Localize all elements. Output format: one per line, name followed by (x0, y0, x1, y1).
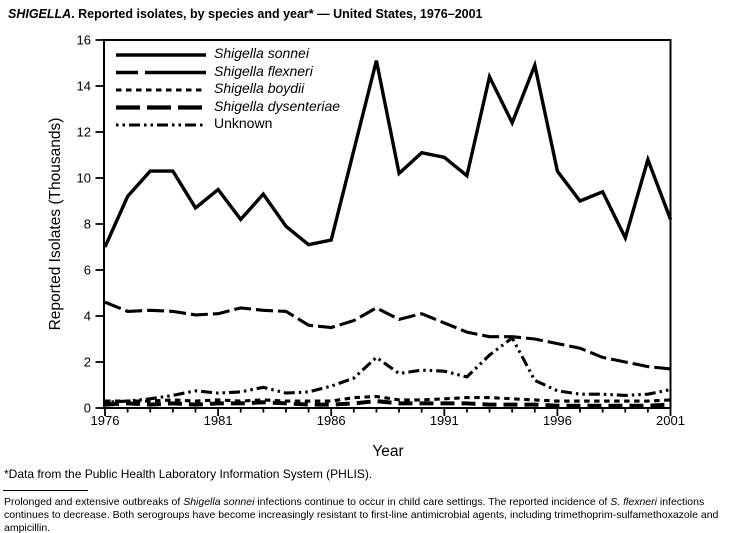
svg-text:12: 12 (77, 125, 91, 140)
svg-text:1981: 1981 (204, 413, 233, 428)
legend-swatches (116, 53, 206, 127)
svg-text:0: 0 (84, 401, 91, 416)
legend-label-unknown: Unknown (214, 115, 273, 131)
svg-text:1976: 1976 (91, 413, 120, 428)
axis-tick-labels: 1976 1981 1986 1991 1996 2001 0 2 4 6 8 10 12 14 16 (77, 33, 685, 428)
legend-label-sonnei: Shigella sonnei (214, 45, 309, 61)
plot-frame (103, 39, 672, 409)
series-line-shigella-dysenteriae (104, 399, 671, 408)
svg-text:16: 16 (77, 33, 91, 48)
svg-text:1996: 1996 (543, 413, 572, 428)
svg-text:2001: 2001 (656, 413, 685, 428)
svg-text:2: 2 (84, 355, 91, 370)
footnote-source: *Data from the Public Health Laboratory … (4, 467, 373, 481)
svg-text:4: 4 (84, 309, 91, 324)
series-line-shigella-flexneri (104, 300, 671, 371)
legend-label-boydii: Shigella boydii (214, 80, 305, 96)
figure-title: SHIGELLA. Reported isolates, by species … (8, 7, 483, 21)
svg-text:10: 10 (77, 171, 91, 186)
svg-text:1986: 1986 (317, 413, 346, 428)
axis-ticks (95, 39, 672, 416)
svg-text:1991: 1991 (430, 413, 459, 428)
y-axis-label: Reported Isolates (Thousands) (47, 117, 64, 331)
svg-text:14: 14 (77, 79, 91, 94)
series-line-shigella-sonnei (103, 59, 673, 248)
shigella-line-chart: 1976 1981 1986 1991 1996 2001 0 2 4 6 8 10 12 14 16 (77, 33, 685, 428)
series-line-unknown (104, 335, 671, 404)
svg-text:8: 8 (84, 217, 91, 232)
footnote-divider (3, 490, 88, 491)
svg-text:6: 6 (84, 263, 91, 278)
x-axis-label: Year (372, 443, 404, 460)
series-line-shigella-boydii (105, 394, 671, 403)
legend-label-flexneri: Shigella flexneri (214, 62, 313, 79)
legend-label-dysenteriae: Shigella dysenteriae (214, 97, 341, 114)
footnote-note: Prolonged and extensive outbreaks of Shi… (4, 496, 719, 533)
